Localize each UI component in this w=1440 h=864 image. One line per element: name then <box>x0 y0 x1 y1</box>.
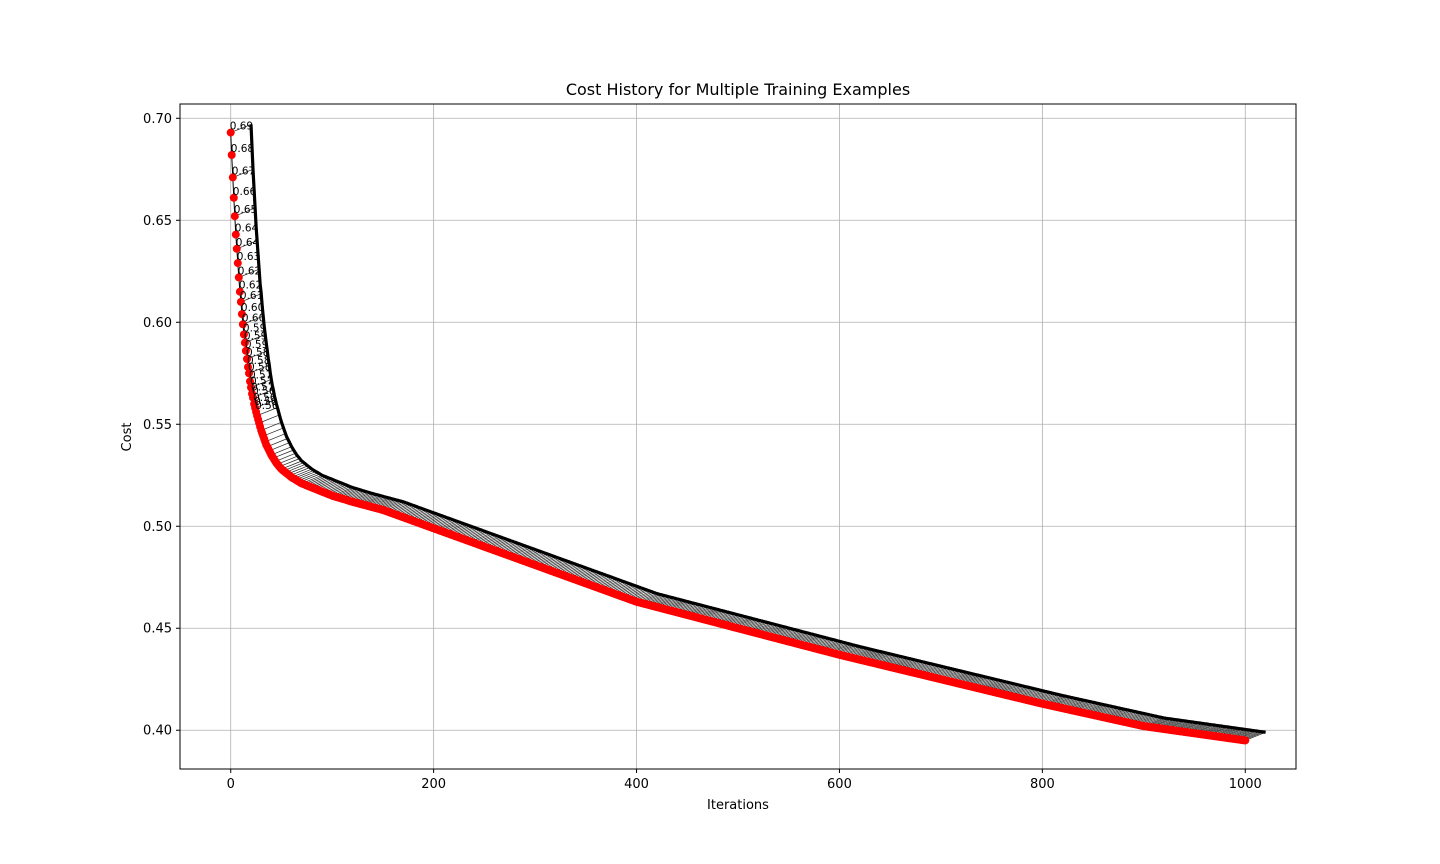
x-tick-label: 400 <box>624 777 649 792</box>
data-label: 0.60 <box>242 312 265 324</box>
data-label: 0.69 <box>230 121 253 133</box>
data-point <box>227 151 236 159</box>
data-label: 0.56 <box>253 392 277 404</box>
data-point <box>238 320 247 329</box>
annotation-lines <box>230 124 1266 741</box>
data-label: 0.60 <box>241 302 264 314</box>
y-axis-ticks: 0.40 0.45 0.50 0.55 0.60 0.65 0.70 <box>143 112 180 739</box>
annotation-leaders <box>230 124 1266 741</box>
data-point <box>247 383 255 392</box>
data-label: 0.62 <box>239 280 262 292</box>
y-tick-label: 0.55 <box>143 418 172 433</box>
data-point <box>243 355 251 363</box>
data-label: 0.57 <box>251 382 274 394</box>
data-label: 0.56 <box>254 396 278 408</box>
data-label: 0.64 <box>236 237 260 249</box>
data-label: 0.58 <box>248 361 271 373</box>
data-label: 0.64 <box>235 223 259 235</box>
y-tick-label: 0.70 <box>143 112 172 127</box>
annotation-band <box>249 124 1266 734</box>
y-axis-label: Cost <box>120 423 135 452</box>
data-label: 0.58 <box>247 355 270 367</box>
y-tick-label: 0.45 <box>143 622 172 637</box>
data-label: 0.56 <box>252 386 276 398</box>
y-tick-label: 0.40 <box>143 724 172 739</box>
data-label: 0.59 <box>245 339 268 351</box>
data-point <box>228 173 237 182</box>
data-point <box>241 346 250 355</box>
grid-lines <box>180 104 1296 769</box>
data-label: 0.58 <box>246 347 269 359</box>
data-label: 0.56 <box>255 400 279 412</box>
data-point <box>235 287 244 296</box>
plot-frame <box>179 103 1297 770</box>
data-point <box>230 212 239 221</box>
data-point <box>1241 736 1250 745</box>
data-point <box>239 330 248 339</box>
x-tick-label: 1000 <box>1229 777 1262 792</box>
x-tick-label: 200 <box>421 777 446 792</box>
data-label: 0.59 <box>244 331 267 343</box>
data-label: 0.59 <box>243 323 266 335</box>
data-points <box>226 128 1250 745</box>
data-label: 0.61 <box>240 290 263 302</box>
data-labels: 0.69 0.68 0.67 0.66 0.65 0.64 0.64 0.63 0.62 0.62… <box>230 121 279 412</box>
data-point <box>231 230 240 239</box>
x-axis-ticks: 0 200 400 600 800 1000 <box>227 769 1262 792</box>
data-point <box>240 338 249 347</box>
data-label: 0.62 <box>238 265 261 277</box>
data-point <box>249 393 257 402</box>
data-label: 0.57 <box>249 369 272 381</box>
y-tick-label: 0.65 <box>143 214 172 229</box>
y-tick-label: 0.60 <box>143 316 172 331</box>
data-label: 0.67 <box>232 165 255 177</box>
data-label: 0.65 <box>234 204 257 216</box>
data-point <box>244 363 252 372</box>
data-point <box>229 193 238 202</box>
data-label: 0.68 <box>231 143 254 155</box>
x-tick-label: 800 <box>1030 777 1055 792</box>
data-point <box>237 310 246 319</box>
data-point <box>245 369 253 378</box>
data-point <box>234 273 243 282</box>
data-label: 0.66 <box>233 186 257 198</box>
data-label: 0.57 <box>250 376 273 388</box>
y-tick-label: 0.50 <box>143 520 172 535</box>
x-axis-label: Iterations <box>707 798 769 813</box>
data-point <box>236 297 245 306</box>
x-tick-label: 600 <box>827 777 852 792</box>
data-point <box>233 259 242 268</box>
chart-title: Cost History for Multiple Training Examp… <box>566 80 910 99</box>
data-point <box>226 128 235 137</box>
data-label: 0.63 <box>237 251 260 263</box>
data-point <box>232 244 241 253</box>
data-point <box>246 377 254 386</box>
x-tick-label: 0 <box>227 777 235 792</box>
